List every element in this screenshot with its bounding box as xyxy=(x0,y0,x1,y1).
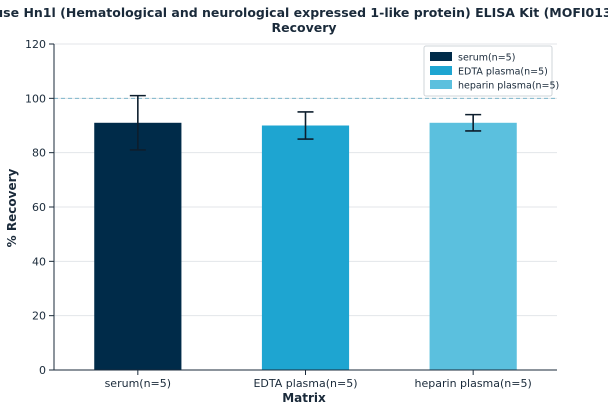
bars xyxy=(94,122,517,371)
error-bars xyxy=(129,94,482,151)
x-tick-label: heparin plasma(n=5) xyxy=(415,377,532,390)
legend-label: heparin plasma(n=5) xyxy=(458,81,559,92)
chart-title-line2: Recovery xyxy=(271,20,336,35)
y-tick-label: 100 xyxy=(25,92,46,105)
legend-box xyxy=(423,45,553,97)
legend-swatch xyxy=(430,52,452,61)
y-tick-label: 40 xyxy=(32,255,46,268)
bar xyxy=(94,122,182,371)
legend-label: serum(n=5) xyxy=(458,53,515,64)
axes: 0 20 40 60 80 100 120 serum(n=5) EDTA plasma(n=5… xyxy=(25,38,557,390)
y-tick-label: 60 xyxy=(32,201,46,214)
chart-title-line1: Mouse Hn1l (Hematological and neurologic… xyxy=(0,5,608,20)
bar xyxy=(429,122,517,371)
y-axis-label: % Recovery xyxy=(5,169,19,248)
y-tick-label: 0 xyxy=(39,364,46,377)
y-tick-label: 20 xyxy=(32,310,46,323)
legend: serum(n=5) EDTA plasma(n=5) heparin plasma… xyxy=(423,45,559,97)
y-tick-label: 80 xyxy=(32,147,46,160)
x-tick-label: serum(n=5) xyxy=(105,377,171,390)
bar xyxy=(261,125,350,370)
legend-label: EDTA plasma(n=5) xyxy=(458,67,548,78)
x-axis-label: Matrix xyxy=(282,391,326,405)
y-tick-label: 120 xyxy=(25,38,46,51)
x-tick-label: EDTA plasma(n=5) xyxy=(253,377,357,390)
legend-swatch xyxy=(430,66,452,75)
legend-swatch xyxy=(430,80,452,89)
